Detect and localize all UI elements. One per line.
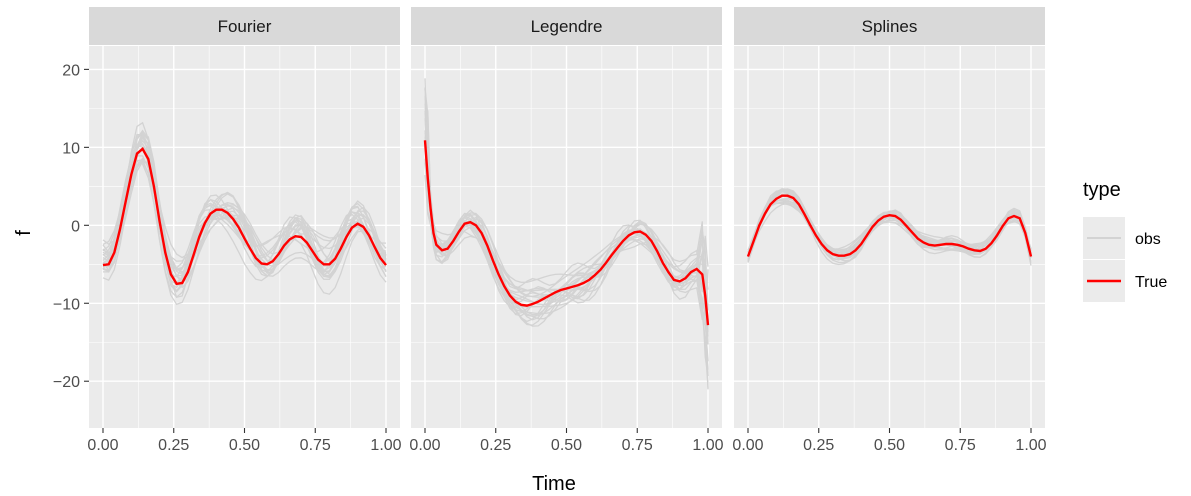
obs-series-line xyxy=(747,193,1032,255)
facet-panel-legendre: Legendre xyxy=(411,7,722,428)
x-tick-label: 0.25 xyxy=(158,437,189,454)
y-tick-label: −10 xyxy=(53,296,80,313)
obs-series-line xyxy=(747,203,1032,259)
legend-label-true: True xyxy=(1135,274,1167,291)
x-tick-label: 1.00 xyxy=(692,437,723,454)
true-series-line xyxy=(746,194,1033,257)
y-tick-label: 0 xyxy=(71,218,80,235)
x-tick-label: 0.25 xyxy=(480,437,511,454)
facet-panels: Fourier Legendre Splines xyxy=(89,7,1045,428)
x-tick-label: 0.75 xyxy=(945,437,976,454)
x-tick-label: 0.75 xyxy=(622,437,653,454)
true-series-line xyxy=(423,140,710,326)
legend-title: type xyxy=(1083,179,1121,201)
obs-series-line xyxy=(424,103,709,333)
x-tick-label: 1.00 xyxy=(1015,437,1046,454)
legend: type obs True xyxy=(1083,179,1167,302)
facet-strip xyxy=(734,7,1045,45)
x-tick-label: 0.75 xyxy=(300,437,331,454)
facet-strip-label: Fourier xyxy=(218,17,272,36)
x-tick-label: 0.50 xyxy=(229,437,260,454)
facet-strip-label: Legendre xyxy=(531,17,603,36)
x-tick-label: 0.50 xyxy=(551,437,582,454)
obs-series-line xyxy=(747,198,1032,258)
y-tick-label: 10 xyxy=(62,140,80,157)
true-series-line xyxy=(102,147,387,286)
obs-series-line xyxy=(102,134,387,298)
obs-series-line xyxy=(424,175,709,331)
x-tick-label: 1.00 xyxy=(370,437,401,454)
facet-panel-splines: Splines xyxy=(734,7,1045,428)
facet-strip-label: Splines xyxy=(862,17,918,36)
x-axis-title: Time xyxy=(532,473,576,495)
x-axis: 0.00 0.25 0.50 0.75 1.00 0.00 0.25 0.50 0.75 1.00… xyxy=(87,428,1047,454)
x-tick-label: 0.25 xyxy=(803,437,834,454)
facet-strip xyxy=(89,7,400,45)
x-tick-label: 0.50 xyxy=(874,437,905,454)
y-axis: 20 10 0 −10 −20 xyxy=(53,62,89,391)
x-tick-label: 0.00 xyxy=(732,437,763,454)
facet-strip xyxy=(411,7,722,45)
facet-panel-fourier: Fourier xyxy=(89,7,400,428)
x-tick-label: 0.00 xyxy=(409,437,440,454)
legend-label-obs: obs xyxy=(1135,231,1161,248)
y-tick-label: −20 xyxy=(53,374,80,391)
x-tick-label: 0.00 xyxy=(87,437,118,454)
y-tick-label: 20 xyxy=(62,62,80,79)
y-axis-title: f xyxy=(13,230,35,236)
